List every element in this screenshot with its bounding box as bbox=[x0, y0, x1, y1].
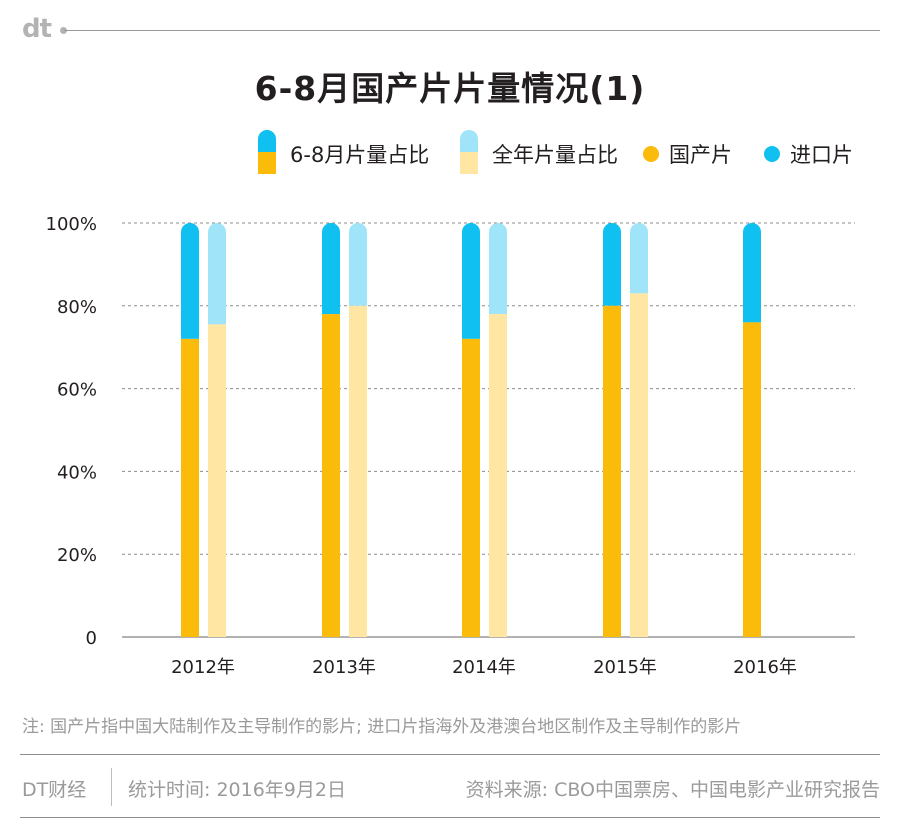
footer-date: 统计时间: 2016年9月2日 bbox=[128, 779, 346, 801]
bar-summer-domestic bbox=[181, 338, 199, 637]
x-tick-label: 2016年 bbox=[733, 657, 797, 678]
legend-label-imported: 进口片 bbox=[790, 143, 853, 167]
bar-year-domestic bbox=[349, 305, 367, 637]
bar-year-imported bbox=[489, 223, 507, 315]
bar-summer-imported bbox=[603, 223, 621, 306]
legend-swatch-summer-domestic bbox=[258, 152, 276, 174]
chart-title: 6-8月国产片片量情况(1) bbox=[254, 69, 646, 108]
y-tick-label: 20% bbox=[57, 545, 97, 566]
legend-swatch-year-import bbox=[460, 130, 478, 152]
chart-legend: 6-8月片量占比 全年片量占比 国产片 进口片 bbox=[0, 128, 900, 178]
bar-year-imported bbox=[630, 223, 648, 294]
bar-year-domestic bbox=[630, 293, 648, 637]
bar-year-imported bbox=[208, 223, 226, 325]
bar-summer-imported bbox=[462, 223, 480, 339]
y-tick-label: 60% bbox=[57, 380, 97, 401]
header-dot bbox=[60, 27, 67, 34]
legend-dot-domestic bbox=[643, 146, 659, 162]
footer-rule-bottom bbox=[20, 817, 880, 818]
footer-separator bbox=[111, 768, 112, 806]
legend-swatch-year-domestic bbox=[460, 152, 478, 174]
legend-label-domestic: 国产片 bbox=[669, 143, 732, 167]
x-tick-label: 2012年 bbox=[171, 657, 235, 678]
footer-rule-top bbox=[20, 754, 880, 755]
footer-source: 资料来源: CBO中国票房、中国电影产业研究报告 bbox=[465, 779, 880, 801]
bar-summer-domestic bbox=[462, 338, 480, 637]
legend-swatch-summer-share bbox=[258, 130, 276, 174]
y-tick-label: 100% bbox=[46, 214, 97, 235]
dt-logo: dt bbox=[22, 14, 52, 44]
footer-brand: DT财经 bbox=[22, 779, 87, 801]
bar-summer-domestic bbox=[322, 314, 340, 637]
bar-summer-imported bbox=[181, 223, 199, 339]
legend-label-year-share: 全年片量占比 bbox=[492, 143, 618, 167]
bar-summer-domestic bbox=[603, 305, 621, 637]
x-tick-label: 2013年 bbox=[312, 657, 376, 678]
x-tick-label: 2014年 bbox=[452, 657, 516, 678]
y-tick-label: 0 bbox=[86, 628, 97, 649]
bar-year-imported bbox=[349, 223, 367, 306]
bar-year-domestic bbox=[489, 314, 507, 637]
y-tick-label: 80% bbox=[57, 297, 97, 318]
legend-swatch-year-share bbox=[460, 130, 478, 174]
bar-summer-domestic bbox=[743, 322, 761, 637]
legend-swatch-summer-import bbox=[258, 130, 276, 152]
bar-summer-imported bbox=[322, 223, 340, 315]
header-rule bbox=[64, 30, 880, 31]
bar-chart: 0 20% 40% 60% 80% 100% 2012年 2013年 2014年 2015年 201… bbox=[46, 214, 855, 678]
legend-label-summer-share: 6-8月片量占比 bbox=[290, 143, 430, 167]
x-tick-label: 2015年 bbox=[593, 657, 657, 678]
y-tick-label: 40% bbox=[57, 462, 97, 483]
legend-dot-imported bbox=[764, 146, 780, 162]
bar-summer-imported bbox=[743, 223, 761, 323]
bar-year-domestic bbox=[208, 324, 226, 637]
footnote: 注: 国产片指中国大陆制作及主导制作的影片; 进口片指海外及港澳台地区制作及主导… bbox=[22, 717, 742, 737]
